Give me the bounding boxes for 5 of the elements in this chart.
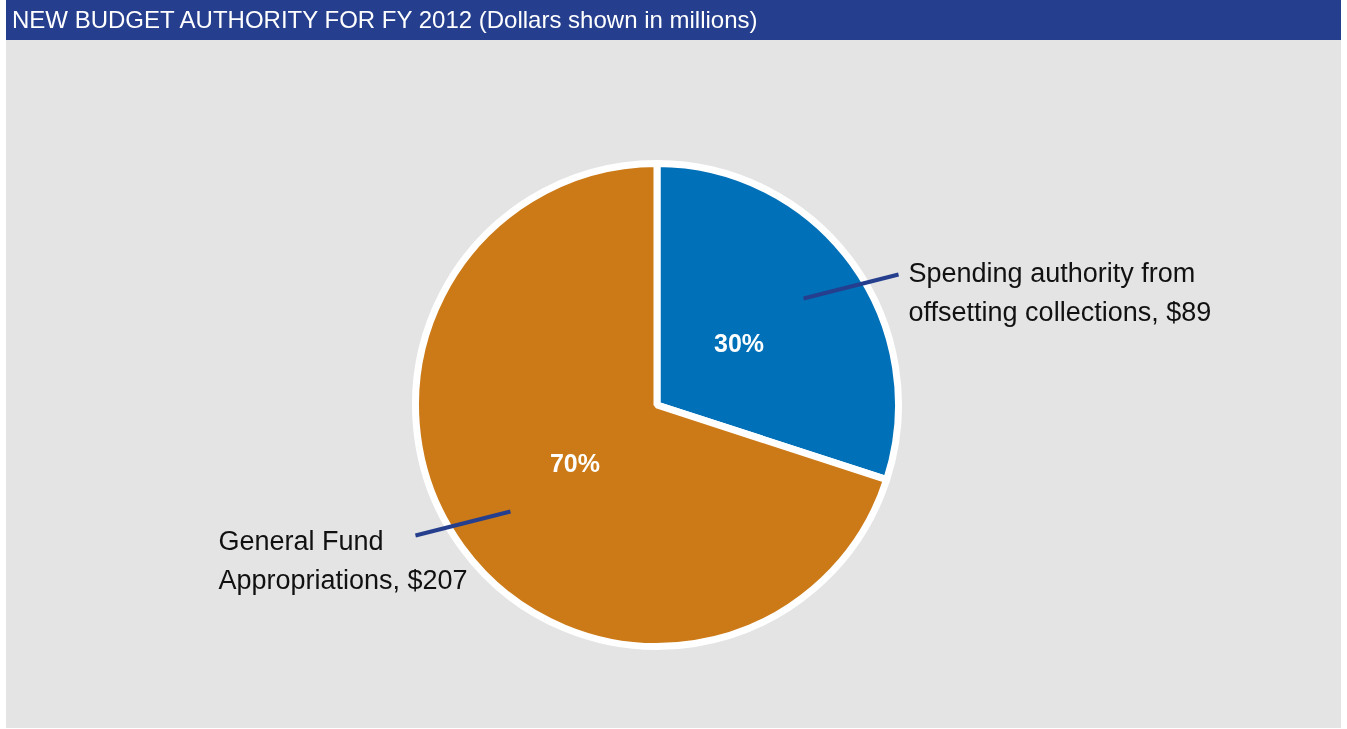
chart-title: NEW BUDGET AUTHORITY FOR FY 2012 (Dollars shown in millions) bbox=[6, 0, 1341, 40]
data-label: 70% bbox=[549, 448, 600, 477]
data-label: 30% bbox=[714, 329, 765, 358]
slice-label: Spending authority from offsetting collections, $89 bbox=[908, 257, 1212, 327]
slice-label: General Fund Appropriations, $207 bbox=[218, 525, 468, 595]
